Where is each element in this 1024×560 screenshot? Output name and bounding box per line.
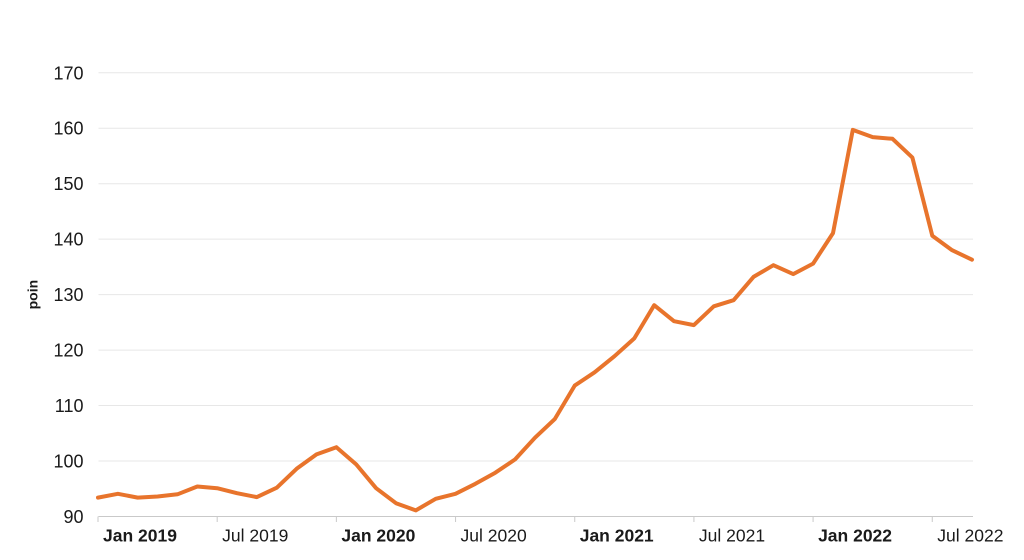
svg-text:90: 90 bbox=[63, 507, 83, 527]
svg-text:Jan 2020: Jan 2020 bbox=[341, 526, 415, 546]
svg-text:140: 140 bbox=[53, 230, 83, 250]
svg-text:130: 130 bbox=[53, 285, 83, 305]
svg-text:Jul 2020: Jul 2020 bbox=[461, 526, 527, 546]
svg-text:Jul 2022: Jul 2022 bbox=[937, 526, 1003, 546]
svg-text:Jan 2022: Jan 2022 bbox=[818, 526, 892, 546]
svg-text:poin: poin bbox=[25, 280, 41, 310]
svg-text:120: 120 bbox=[53, 341, 83, 361]
svg-text:Jul 2021: Jul 2021 bbox=[699, 526, 765, 546]
svg-text:150: 150 bbox=[53, 174, 83, 194]
svg-text:Jul 2019: Jul 2019 bbox=[222, 526, 288, 546]
svg-text:100: 100 bbox=[53, 452, 83, 472]
svg-text:160: 160 bbox=[53, 119, 83, 139]
svg-text:Jan 2019: Jan 2019 bbox=[103, 526, 177, 546]
svg-text:110: 110 bbox=[55, 396, 84, 416]
svg-text:Jan 2021: Jan 2021 bbox=[580, 526, 654, 546]
svg-text:170: 170 bbox=[53, 63, 83, 83]
